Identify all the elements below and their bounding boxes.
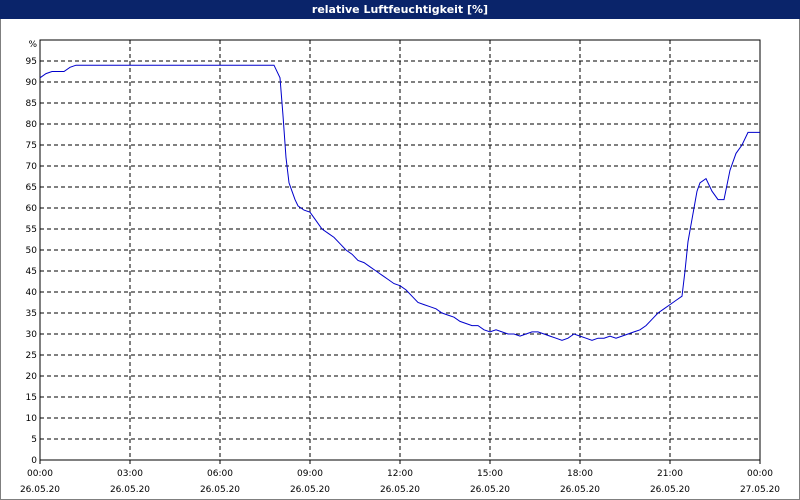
- y-tick-label: 50: [26, 246, 38, 256]
- y-tick-label: 65: [26, 183, 37, 193]
- y-tick-label: 55: [26, 225, 37, 235]
- y-tick-label: 85: [26, 99, 37, 109]
- x-tick-label-time: 18:00: [567, 469, 593, 479]
- x-tick-label-time: 21:00: [657, 469, 683, 479]
- y-tick-label: 70: [26, 162, 38, 172]
- x-tick-label-date: 26.05.20: [200, 485, 240, 495]
- y-tick-label: 60: [26, 204, 38, 214]
- y-tick-label: 45: [26, 267, 37, 277]
- y-tick-label: 10: [26, 414, 38, 424]
- y-tick-label: 5: [31, 435, 37, 445]
- x-tick-label-time: 03:00: [117, 469, 143, 479]
- y-tick-label: 95: [26, 57, 37, 67]
- x-tick-label-date: 26.05.20: [290, 485, 330, 495]
- x-tick-label-date: 26.05.20: [650, 485, 690, 495]
- plot-border: [39, 39, 761, 461]
- y-tick-label: 75: [26, 141, 37, 151]
- chart-title: relative Luftfeuchtigkeit [%]: [0, 0, 800, 19]
- x-tick-label-time: 00:00: [27, 469, 53, 479]
- x-tick-label-time: 12:00: [387, 469, 413, 479]
- x-tick-label-date: 26.05.20: [560, 485, 600, 495]
- x-tick-label-date: 26.05.20: [380, 485, 420, 495]
- x-tick-label-date: 26.05.20: [20, 485, 60, 495]
- x-tick-label-date: 26.05.20: [110, 485, 150, 495]
- y-tick-label: 35: [26, 309, 37, 319]
- y-tick-label: 80: [26, 120, 38, 130]
- x-tick-label-time: 09:00: [297, 469, 323, 479]
- y-tick-label: 30: [26, 330, 38, 340]
- humidity-series-line: [39, 64, 760, 341]
- x-tick-label-date: 26.05.20: [470, 485, 510, 495]
- y-tick-label: 40: [26, 288, 38, 298]
- y-tick-label: 25: [26, 351, 37, 361]
- x-tick-label-date: 27.05.20: [740, 485, 780, 495]
- y-tick-label: 0: [31, 456, 37, 466]
- y-axis-label: %: [28, 40, 37, 50]
- y-tick-label: 15: [26, 393, 37, 403]
- y-tick-label: 90: [26, 78, 38, 88]
- x-tick-label-time: 06:00: [207, 469, 233, 479]
- x-tick-label-time: 00:00: [747, 469, 773, 479]
- y-tick-label: 20: [26, 372, 38, 382]
- x-tick-label-time: 15:00: [477, 469, 503, 479]
